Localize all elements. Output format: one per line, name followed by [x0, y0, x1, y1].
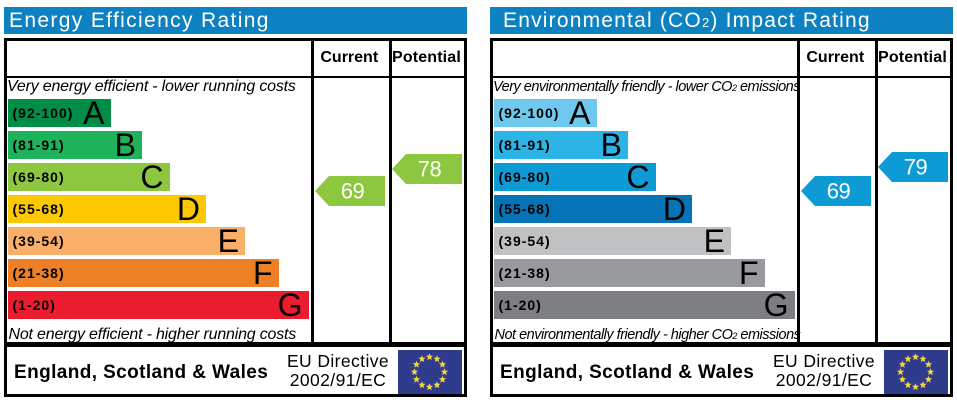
svg-text:79: 79 [903, 154, 927, 179]
svg-text:69: 69 [827, 179, 851, 204]
svg-text:69: 69 [341, 179, 365, 204]
svg-text:78: 78 [417, 156, 441, 181]
